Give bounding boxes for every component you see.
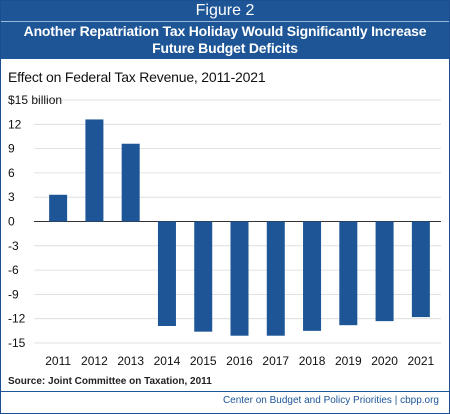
x-tick-label: 2017: [262, 354, 289, 368]
y-tick-label: 3: [8, 190, 15, 204]
bar-2021: [411, 221, 430, 318]
figure-label: Figure 2: [195, 2, 255, 19]
x-tick-label: 2016: [226, 354, 253, 368]
x-tick-layer: 2011 2012 2013 2014 2015 2016 2017 2018 2019 2020…: [45, 354, 434, 368]
y-tick-label: -6: [8, 263, 19, 277]
x-tick-label: 2021: [408, 354, 435, 368]
figure-header: Figure 2 Another Repatriation Tax Holida…: [1, 1, 449, 59]
x-tick-label: 2019: [335, 354, 362, 368]
bar-2014: [157, 221, 176, 326]
bar-2011: [49, 194, 68, 222]
y-tick-label: -3: [8, 239, 19, 253]
bar-2018: [303, 221, 322, 331]
y-tick-label: -15: [8, 336, 26, 350]
x-tick-label: 2018: [299, 354, 326, 368]
y-tick-label: -9: [8, 287, 19, 301]
x-tick-label: 2020: [371, 354, 398, 368]
source-note: Source: Joint Committee on Taxation, 201…: [8, 376, 212, 387]
y-tick-label: $15 billion: [8, 93, 62, 107]
credit-line: Center on Budget and Policy Priorities |…: [222, 395, 439, 406]
x-tick-label: 2014: [154, 354, 181, 368]
chart-title: Another Repatriation Tax Holiday Would S…: [23, 23, 427, 56]
y-tick-layer: -15 -12 -9 -6 -3 0 3 6 9 12 $15 billion: [8, 93, 62, 350]
x-tick-label: 2015: [190, 354, 217, 368]
bar-layer: [49, 119, 430, 336]
chart-subtitle: Effect on Federal Tax Revenue, 2011-2021: [8, 69, 266, 85]
y-tick-label: -12: [8, 312, 26, 326]
bar-2016: [230, 221, 249, 336]
y-tick-label: 12: [8, 117, 22, 131]
y-tick-label: 0: [8, 215, 15, 229]
bar-2017: [266, 221, 285, 336]
bar-2015: [194, 221, 213, 332]
footer-divider: [1, 391, 449, 392]
x-tick-label: 2011: [45, 354, 71, 368]
bar-2012: [85, 119, 104, 222]
y-tick-label: 6: [8, 166, 15, 180]
x-tick-label: 2013: [117, 354, 144, 368]
bar-2020: [375, 221, 394, 322]
bar-2019: [339, 221, 358, 326]
x-tick-label: 2012: [81, 354, 108, 368]
y-tick-label: 9: [8, 142, 15, 156]
header-divider: [1, 21, 449, 22]
bar-2013: [121, 143, 140, 222]
